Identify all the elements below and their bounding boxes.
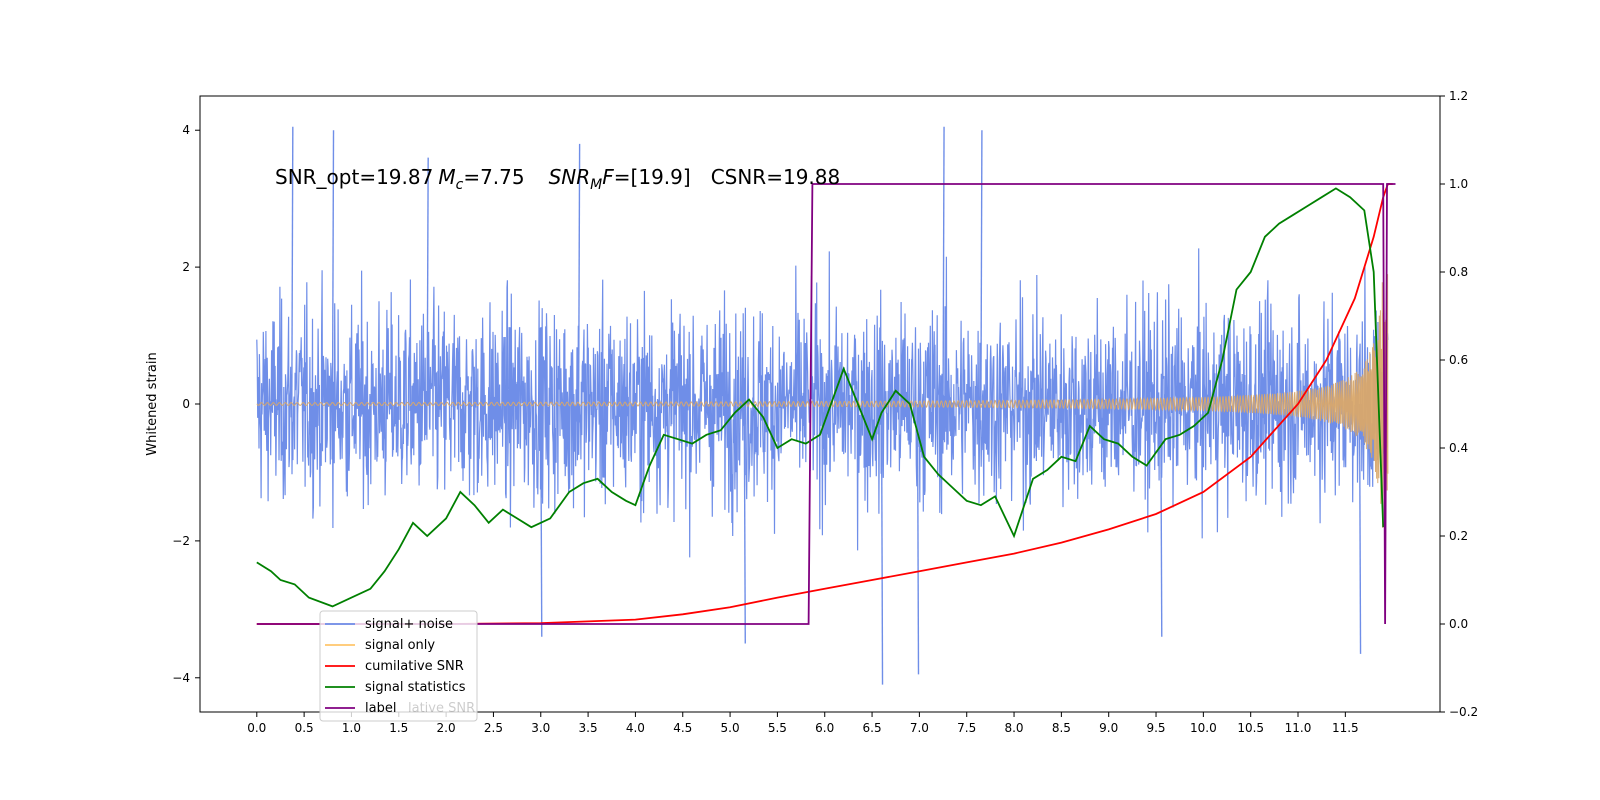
snrmf-symbol: SNR: [549, 165, 591, 189]
y-right-tick-label: 0.6: [1449, 353, 1468, 367]
x-tick-label: 9.5: [1146, 721, 1165, 735]
mc-symbol: M: [438, 165, 455, 189]
x-tick-label: 3.0: [531, 721, 550, 735]
signal-noise-spike: [942, 126, 945, 405]
x-tick-label: 2.5: [484, 721, 503, 735]
x-axis-ticks: 0.0 0.5 1.0 1.5 2.0 2.5 3.0 3.5 4.0 4.5 5.0 5.5 6.0 6…: [247, 712, 1359, 735]
y-right-tick-label: 0.4: [1449, 441, 1468, 455]
x-tick-label: 3.5: [579, 721, 598, 735]
x-tick-label: 5.5: [768, 721, 787, 735]
legend-label: cumilative SNR: [365, 659, 464, 674]
signal-noise-spike: [1358, 403, 1362, 654]
legend-overlapped-text: lative SNR: [408, 701, 475, 716]
y-right-tick-label: 0.8: [1449, 265, 1468, 279]
x-tick-label: 7.0: [910, 721, 929, 735]
signal-only-series: [256, 274, 1389, 528]
legend-box: [319, 610, 478, 722]
signal-noise-series: [256, 126, 1389, 685]
legend-label: label: [365, 701, 396, 716]
x-tick-label: 10.0: [1190, 721, 1217, 735]
legend-label: signal statistics: [365, 680, 466, 695]
y-right-tick-label: −0.2: [1449, 705, 1478, 719]
signal-noise-spike: [540, 403, 543, 637]
x-tick-label: 7.5: [957, 721, 976, 735]
signal-noise-spike: [291, 126, 294, 405]
legend: lative SNR signal+ noise signal only cumil…: [319, 610, 478, 722]
y-axis-left-ticks: −4 −2 0 2 4: [172, 123, 200, 685]
label-line: [256, 183, 1396, 625]
x-tick-label: 4.0: [626, 721, 645, 735]
y-axis-right-ticks: −0.2 0.0 0.2 0.4 0.6 0.8 1.0 1.2: [1440, 89, 1478, 719]
x-tick-label: 11.0: [1285, 721, 1312, 735]
y-right-tick-label: 1.2: [1449, 89, 1468, 103]
signal-noise-spike: [880, 403, 884, 685]
mc-subscript: c: [456, 177, 464, 193]
signal-noise-spike: [916, 403, 920, 675]
csnr-text: CSNR=19.88: [711, 165, 841, 189]
signal-noise-line: [256, 248, 1389, 558]
y-left-tick-label: −2: [172, 534, 190, 548]
snrmf-subscript: M: [590, 177, 602, 193]
x-tick-label: 1.5: [389, 721, 408, 735]
x-tick-label: 2.0: [437, 721, 456, 735]
chart-annotation: SNR_opt=19.87 Mc=7.75 SNRMF=[19.9] CSNR=19.…: [275, 165, 840, 193]
y-left-tick-label: 2: [182, 260, 190, 274]
signal-noise-spike: [426, 157, 429, 405]
y-left-tick-label: 4: [182, 123, 190, 137]
x-tick-label: 8.0: [1004, 721, 1023, 735]
x-tick-label: 11.5: [1332, 721, 1359, 735]
x-tick-label: 9.0: [1099, 721, 1118, 735]
legend-label: signal only: [365, 638, 435, 653]
y-left-tick-label: −4: [172, 671, 190, 685]
snr-opt-text: SNR_opt=19.87: [275, 165, 433, 189]
y-left-tick-label: 0: [182, 397, 190, 411]
signal-only-line: [256, 274, 1389, 528]
snrmf-f: F: [602, 165, 614, 189]
signal-noise-spike: [331, 130, 335, 405]
x-tick-label: 10.5: [1237, 721, 1264, 735]
overlay-lines: [256, 183, 1396, 625]
y-right-tick-label: 0.0: [1449, 617, 1468, 631]
x-tick-label: 8.5: [1052, 721, 1071, 735]
mc-value: =7.75: [463, 165, 524, 189]
x-tick-label: 5.0: [721, 721, 740, 735]
x-tick-label: 1.0: [342, 721, 361, 735]
y-axis-label: Whitened strain: [145, 352, 160, 455]
legend-label: signal+ noise: [365, 617, 453, 632]
signal-noise-spike: [1160, 403, 1163, 637]
x-tick-label: 4.5: [673, 721, 692, 735]
y-right-tick-label: 0.2: [1449, 529, 1468, 543]
x-tick-label: 6.5: [863, 721, 882, 735]
signal-noise-spike: [577, 143, 581, 405]
signal-noise-spike: [743, 403, 746, 644]
snrmf-value: =[19.9]: [614, 165, 691, 189]
cumilative-SNR-line: [256, 183, 1393, 625]
y-right-tick-label: 1.0: [1449, 177, 1468, 191]
signal-noise-spike: [980, 130, 983, 405]
x-tick-label: 6.0: [815, 721, 834, 735]
x-tick-label: 0.5: [295, 721, 314, 735]
x-tick-label: 0.0: [247, 721, 266, 735]
signal-statistics-line: [256, 187, 1385, 608]
